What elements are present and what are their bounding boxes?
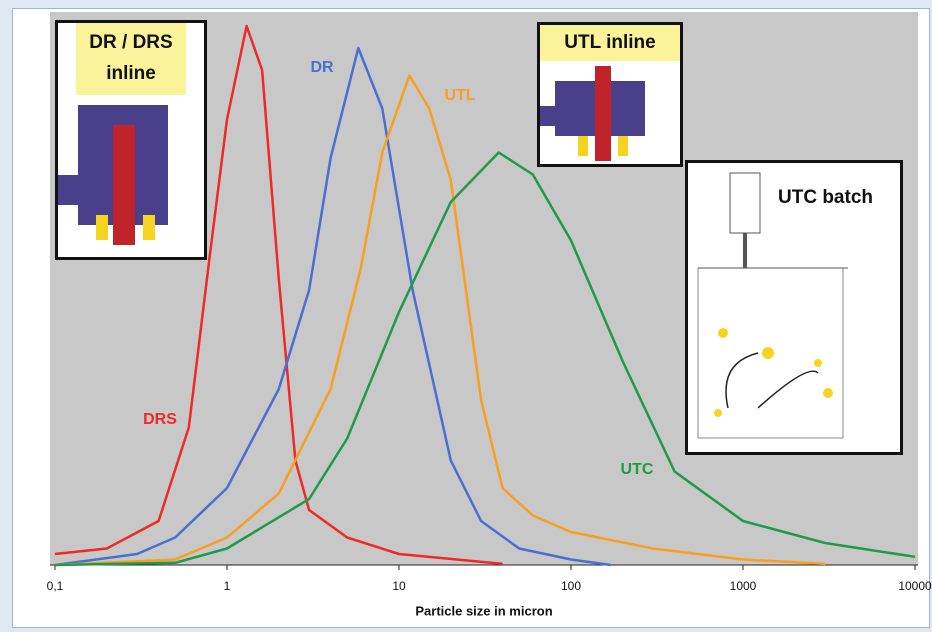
x-tick-label: 10 — [392, 579, 406, 593]
x-tick-label: 0,1 — [47, 579, 64, 593]
x-tick-label: 1000 — [730, 579, 757, 593]
x-axis-label: Particle size in micron — [415, 603, 552, 618]
page: Particle size in micron 0,1 1 10 100 1000 100… — [0, 0, 932, 632]
series-label: DR — [310, 59, 334, 76]
inset-illustration — [540, 61, 680, 164]
x-tick-label: 10000 — [898, 579, 932, 593]
series-label: DRS — [143, 411, 177, 428]
inset-illustration — [58, 95, 204, 259]
inset-illustration — [688, 163, 900, 452]
x-tick-label: 100 — [561, 579, 581, 593]
inset-title: UTL inline — [540, 25, 680, 61]
series-label: UTL — [444, 87, 475, 104]
inset-utc: UTC batch — [685, 160, 903, 455]
x-tick-label: 1 — [224, 579, 231, 593]
series-label: UTC — [621, 461, 654, 478]
inset-title: DR / DRS inline — [76, 23, 186, 95]
inset-dr-drs: DR / DRS inline — [55, 20, 207, 260]
inset-utl: UTL inline — [537, 22, 683, 167]
